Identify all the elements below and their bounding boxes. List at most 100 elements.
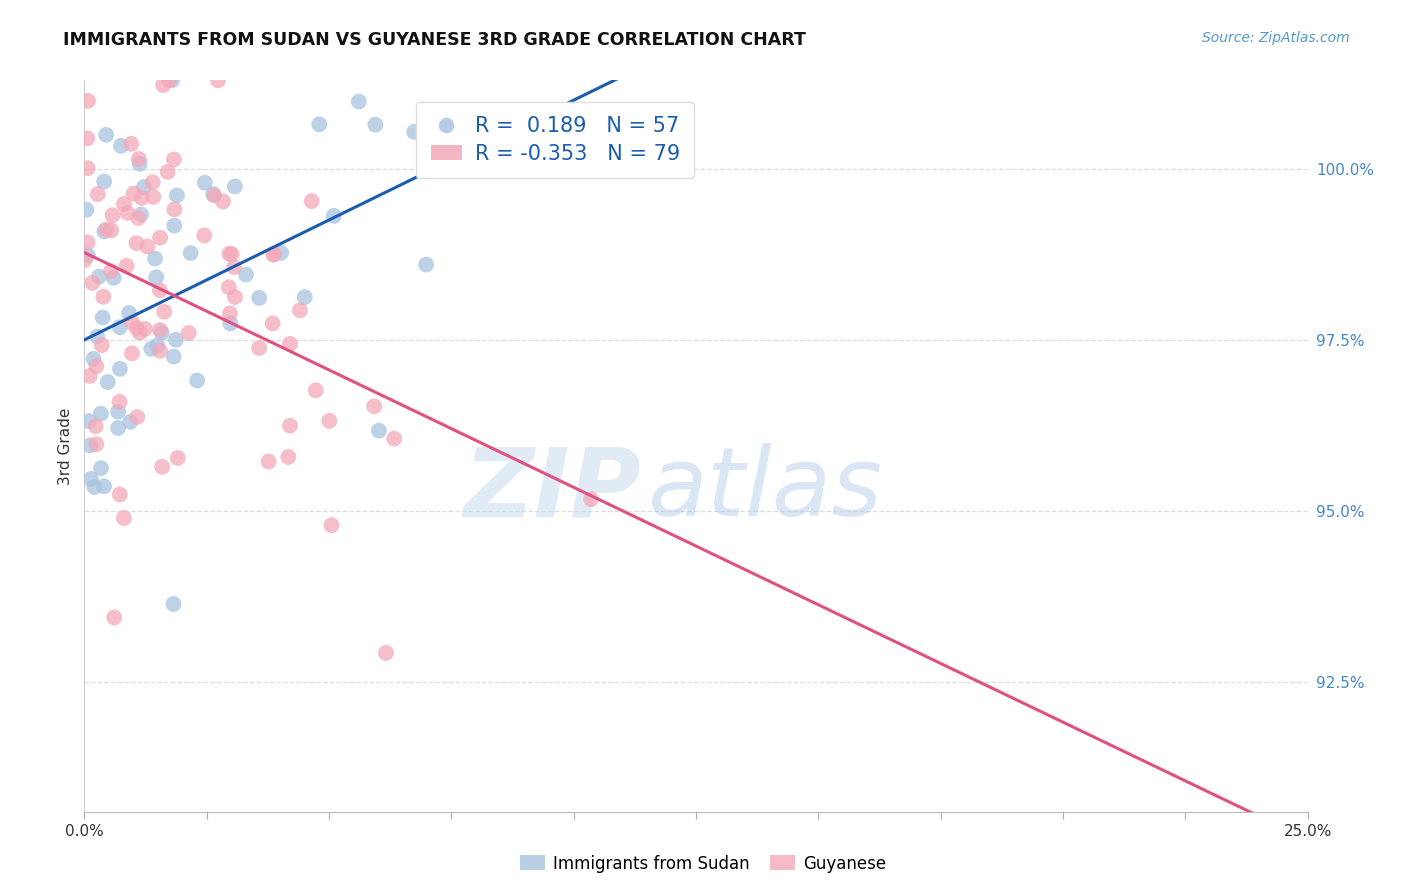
Point (322, 209, 344, 223)
Point (86, 437, 108, 451)
Point (129, 207, 152, 221)
Point (93, 479, 115, 493)
Point (120, 136, 142, 151)
Point (149, 343, 172, 358)
Point (294, 290, 316, 304)
Point (87, 269, 110, 284)
Point (277, 450, 299, 464)
Point (76, 131, 98, 145)
Point (162, 597, 184, 611)
Point (404, 125, 426, 139)
Point (108, 487, 131, 501)
Point (157, 73, 180, 87)
Point (120, 415, 142, 429)
Point (96, 222, 118, 236)
Point (84, 419, 107, 434)
Point (156, 165, 179, 179)
Point (75, 202, 97, 217)
Point (82, 351, 104, 366)
Text: Source: ZipAtlas.com: Source: ZipAtlas.com (1202, 31, 1350, 45)
Point (121, 346, 143, 360)
Point (207, 73, 229, 87)
Point (263, 248, 285, 262)
Point (125, 236, 148, 251)
Point (76, 248, 98, 262)
Point (219, 306, 242, 320)
Point (128, 157, 150, 171)
Point (247, 291, 270, 305)
Point (221, 247, 243, 261)
Point (166, 188, 188, 202)
Point (153, 304, 176, 318)
Point (73, 252, 96, 267)
Point (579, 492, 602, 507)
Point (118, 306, 141, 320)
Point (163, 202, 186, 217)
Point (262, 317, 284, 331)
Point (97, 375, 120, 389)
Point (263, 247, 285, 261)
Point (76, 235, 98, 250)
Point (278, 418, 301, 433)
Point (202, 188, 225, 202)
Point (321, 518, 343, 533)
Point (86, 359, 108, 373)
Point (82, 276, 104, 290)
Point (112, 197, 135, 211)
Point (108, 320, 131, 334)
Point (224, 179, 246, 194)
Point (121, 315, 143, 329)
Point (218, 280, 240, 294)
Point (257, 454, 280, 468)
Point (180, 246, 202, 260)
Text: atlas: atlas (647, 443, 882, 536)
Point (83, 480, 105, 494)
Point (77, 94, 100, 108)
Point (142, 175, 165, 189)
Point (318, 414, 340, 428)
Point (235, 268, 257, 282)
Point (125, 321, 148, 335)
Point (193, 228, 215, 243)
Point (415, 258, 437, 272)
Point (122, 186, 145, 201)
Point (131, 191, 153, 205)
Point (134, 322, 156, 336)
Point (163, 153, 186, 167)
Point (136, 239, 159, 253)
Point (305, 384, 328, 398)
Point (163, 219, 186, 233)
Point (186, 374, 208, 388)
Point (177, 326, 200, 340)
Legend: R =  0.189   N = 57, R = -0.353   N = 79: R = 0.189 N = 57, R = -0.353 N = 79 (416, 102, 695, 178)
Point (160, 73, 183, 87)
Point (150, 459, 173, 474)
Point (108, 395, 131, 409)
Point (224, 290, 246, 304)
Point (103, 610, 125, 624)
Point (91, 310, 114, 325)
Point (278, 336, 301, 351)
Point (108, 361, 131, 376)
Point (107, 405, 129, 419)
Point (128, 326, 150, 340)
Point (80, 472, 103, 486)
Point (145, 270, 167, 285)
Point (76, 161, 98, 176)
Y-axis label: 3rd Grade: 3rd Grade (58, 408, 73, 484)
Point (163, 350, 186, 364)
Point (107, 421, 129, 435)
Point (79, 438, 101, 452)
Point (165, 333, 187, 347)
Point (364, 118, 387, 132)
Point (142, 190, 165, 204)
Point (110, 138, 132, 153)
Point (115, 259, 138, 273)
Point (308, 117, 330, 131)
Point (93, 175, 115, 189)
Point (416, 139, 439, 153)
Point (382, 432, 405, 446)
Point (288, 303, 311, 318)
Point (127, 211, 149, 225)
Point (90, 407, 112, 421)
